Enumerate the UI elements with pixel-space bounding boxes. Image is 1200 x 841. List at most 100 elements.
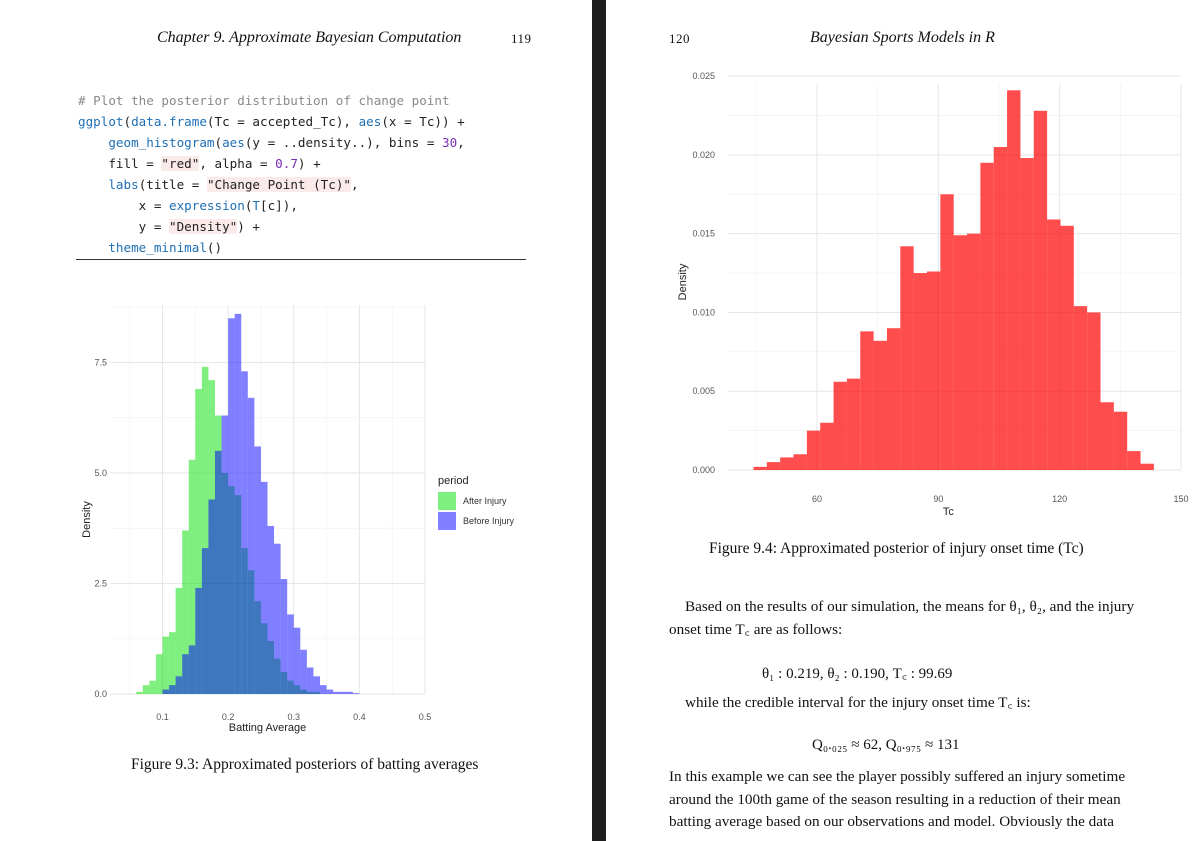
histogram-bar [267, 526, 275, 694]
histogram-bar [306, 667, 314, 694]
code-token: [c]), [260, 198, 298, 213]
histogram-bar [142, 685, 150, 694]
code-token: (title = [138, 177, 207, 192]
code-token: , [457, 135, 465, 150]
histogram-bar [195, 388, 202, 694]
x-tick-label: 0.3 [287, 712, 300, 722]
code-token: expression [169, 198, 245, 213]
histogram-bar [326, 689, 334, 694]
histogram-bar [913, 273, 927, 470]
y-tick-label: 0.0 [94, 689, 107, 699]
code-token: geom_histogram [108, 135, 215, 150]
left-page: Chapter 9. Approximate Bayesian Computat… [0, 0, 592, 841]
histogram-bar [293, 627, 301, 694]
histogram-bar [993, 147, 1008, 470]
histogram-bar [188, 459, 196, 694]
credible-interval-equation: Q₀.₀₂₅ ≈ 62, Q₀.₉₇₅ ≈ 131 [812, 737, 960, 753]
histogram-bar [1073, 306, 1088, 470]
histogram-bar [860, 331, 874, 470]
histogram-bar [241, 371, 248, 694]
code-token: labs [108, 177, 139, 192]
legend-swatch [438, 492, 456, 510]
code-token: x = [78, 198, 169, 213]
histogram-bar [820, 422, 834, 470]
histogram-bar [234, 313, 242, 694]
histogram-bar [274, 543, 281, 694]
histogram-bar [333, 691, 340, 694]
histogram-bar [346, 691, 353, 694]
page-number: 119 [511, 31, 532, 46]
figure-9-3-caption: Figure 9.3: Approximated posteriors of b… [131, 756, 479, 773]
histogram-bar [793, 454, 807, 470]
x-tick-label: 0.5 [419, 712, 432, 722]
code-token [78, 177, 108, 192]
histogram-bar [1033, 110, 1048, 470]
code-token: "red" [161, 156, 200, 171]
chapter-header: Chapter 9. Approximate Bayesian Computat… [157, 29, 462, 46]
histogram-bar [766, 462, 781, 470]
code-token: data.frame [131, 114, 207, 129]
code-token [78, 240, 108, 255]
histogram-bar [162, 636, 170, 694]
x-tick-label: 120 [1052, 494, 1067, 504]
x-tick-label: 0.2 [222, 712, 235, 722]
y-tick-label: 0.015 [692, 229, 715, 239]
y-axis-title: Density [81, 501, 93, 538]
histogram-bar [1020, 158, 1034, 470]
code-token: y = [78, 219, 169, 234]
code-token: (y = ..density..), bins = [244, 135, 442, 150]
histogram-bar [940, 194, 954, 470]
code-divider [76, 259, 526, 260]
code-token [78, 135, 108, 150]
page-number: 120 [669, 31, 690, 46]
histogram-bar [339, 691, 347, 694]
histogram-bar [300, 649, 307, 694]
code-token: ) + [297, 156, 321, 171]
code-token: aes [358, 114, 382, 129]
y-tick-label: 0.000 [692, 465, 715, 475]
histogram-bar [136, 691, 143, 694]
paragraph-interval-intro: while the credible interval for the inju… [685, 694, 1031, 711]
histogram-bar [806, 430, 821, 470]
histogram-bar [215, 450, 222, 694]
y-tick-label: 0.020 [692, 150, 715, 160]
code-token: () [206, 240, 223, 255]
histogram-bar [753, 466, 767, 470]
histogram-bar [221, 415, 229, 694]
histogram-bar [1140, 463, 1154, 470]
y-tick-label: 0.005 [692, 386, 715, 396]
x-tick-label: 60 [812, 494, 822, 504]
histogram-bar [169, 632, 176, 694]
legend-swatch [438, 512, 456, 530]
histogram-bar [1113, 411, 1128, 470]
x-tick-label: 0.1 [156, 712, 169, 722]
code-comment: # Plot the posterior distribution of cha… [78, 93, 450, 108]
y-tick-label: 0.025 [692, 72, 715, 81]
histogram-bar [953, 235, 968, 470]
histogram-bar [1060, 225, 1074, 470]
histogram-bar [1087, 312, 1101, 470]
histogram-bar [162, 689, 170, 694]
code-token: theme_minimal [108, 240, 207, 255]
histogram-bar [980, 162, 994, 470]
histogram-bar [780, 457, 794, 470]
code-token: ( [244, 198, 253, 213]
code-token: ggplot [78, 114, 124, 129]
y-tick-label: 7.5 [94, 357, 107, 367]
code-token: (x = Tc)) + [381, 114, 465, 129]
x-axis-title: Batting Average [229, 722, 306, 734]
series-before-injury [162, 313, 360, 694]
histogram-bar [182, 530, 189, 694]
histogram-bar [280, 579, 288, 694]
histogram-bar [846, 378, 861, 470]
histogram-bar [201, 366, 209, 694]
legend-title: period [438, 475, 469, 487]
code-token: 30 [441, 135, 458, 150]
legend: period After Injury Before Injury [438, 475, 515, 530]
histogram-bar [352, 693, 360, 694]
code-token: , [351, 177, 359, 192]
y-tick-label: 2.5 [94, 578, 107, 588]
code-token: ( [214, 135, 223, 150]
histogram-bar [287, 614, 294, 694]
code-token: 0.7 [275, 156, 298, 171]
